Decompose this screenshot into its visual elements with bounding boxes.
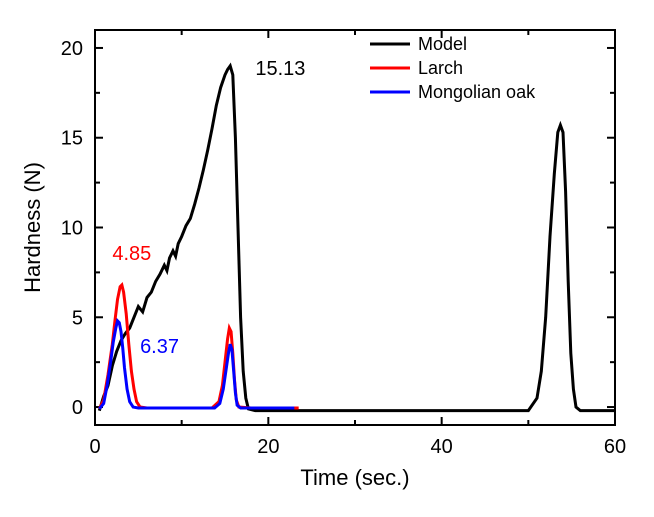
annotation-label: 4.85 — [112, 243, 151, 265]
legend-label: Mongolian oak — [418, 82, 536, 102]
y-tick-label: 15 — [61, 128, 83, 150]
x-tick-label: 60 — [604, 436, 626, 458]
hardness-time-chart: 0 20 40 60 0 5 10 15 20 Time (sec.) Hardness (N) 15… — [0, 0, 654, 517]
x-tick-label: 0 — [89, 436, 100, 458]
x-axis-title: Time (sec.) — [300, 465, 409, 490]
legend-label: Larch — [418, 58, 463, 78]
y-axis-title: Hardness (N) — [20, 162, 45, 293]
x-tick-label: 20 — [257, 436, 279, 458]
x-tick-label: 40 — [431, 436, 453, 458]
annotation-label: 15.13 — [255, 58, 305, 80]
legend-label: Model — [418, 34, 467, 54]
y-tick-label: 5 — [72, 307, 83, 329]
y-tick-label: 10 — [61, 218, 83, 240]
annotation-label: 6.37 — [140, 336, 179, 358]
y-tick-label: 20 — [61, 38, 83, 60]
y-tick-label: 0 — [72, 397, 83, 419]
